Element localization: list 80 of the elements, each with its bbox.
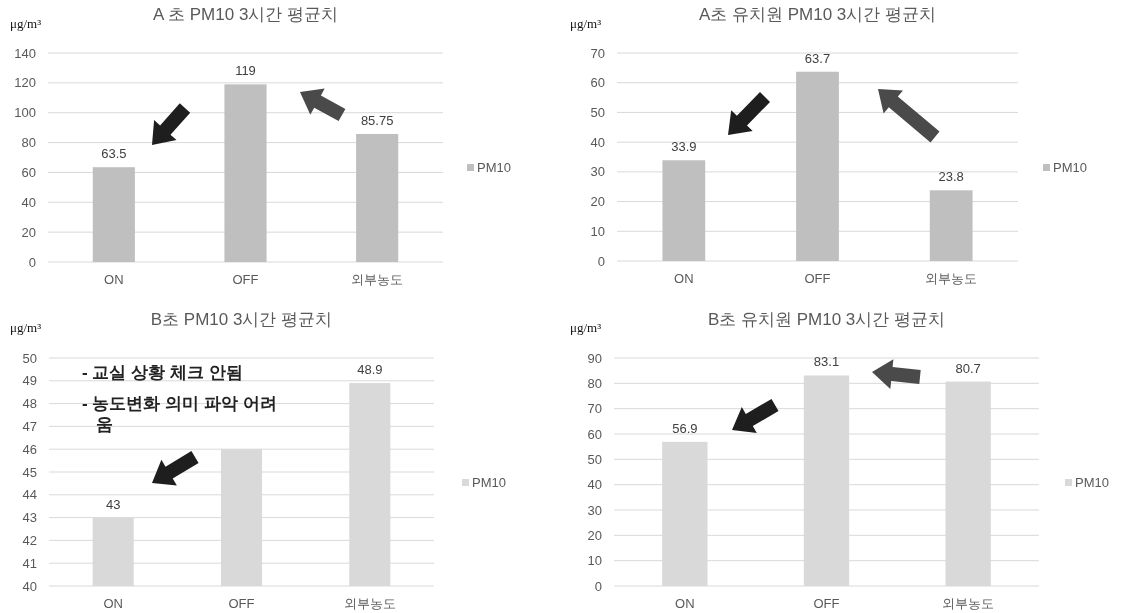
y-tick-label: 20 [590, 194, 605, 210]
y-tick-label: 0 [28, 254, 36, 270]
y-tick-label: 60 [587, 426, 602, 442]
y-tick-label: 40 [21, 194, 36, 210]
y-tick-label: 40 [22, 578, 37, 594]
data-label: 83.1 [813, 354, 840, 370]
y-tick-label: 30 [590, 164, 605, 180]
y-tick-label: 46 [22, 441, 37, 457]
y-tick-label: 20 [21, 224, 36, 240]
y-tick-label: 42 [22, 532, 37, 548]
x-tick-label: OFF [804, 271, 831, 286]
data-label: 80.7 [955, 360, 981, 376]
x-tick-label: ON [103, 596, 123, 611]
y-tick-label: 0 [594, 578, 602, 594]
data-label: 48.9 [357, 362, 383, 378]
bar [356, 133, 399, 262]
y-tick-label: 20 [587, 527, 602, 543]
chart-title: A 초 PM10 3시간 평균치 [152, 5, 339, 24]
y-tick-label: 49 [22, 373, 37, 389]
y-tick-label: 44 [22, 487, 37, 503]
data-label: 63.5 [101, 146, 127, 162]
y-tick-label: 60 [590, 75, 605, 91]
x-tick-label: 외부농도 [925, 271, 978, 286]
x-tick-label: OFF [813, 596, 840, 611]
legend-label: PM10 [1053, 160, 1087, 175]
x-tick-label: 외부농도 [351, 272, 404, 287]
y-tick-label: 70 [587, 401, 602, 417]
y-axis-title: μg/m³ [10, 320, 42, 335]
y-tick-label: 0 [597, 253, 605, 269]
bar [92, 167, 135, 262]
y-tick-label: 30 [587, 502, 602, 518]
x-tick-label: ON [104, 272, 124, 287]
y-tick-label: 50 [587, 451, 602, 467]
y-tick-label: 80 [21, 135, 36, 151]
y-tick-label: 140 [14, 45, 36, 61]
bar [796, 71, 839, 261]
data-label: 85.75 [360, 112, 394, 128]
y-tick-label: 70 [590, 45, 605, 61]
y-tick-label: 10 [587, 553, 602, 569]
x-tick-label: ON [675, 596, 695, 611]
bar [224, 84, 267, 262]
y-tick-label: 48 [22, 396, 37, 412]
y-tick-label: 80 [587, 375, 602, 391]
annotation: - 교실 상황 체크 안됨 [82, 362, 244, 383]
y-tick-label: 10 [590, 223, 605, 239]
y-tick-label: 45 [22, 464, 37, 480]
chart-title: B초 PM10 3시간 평균치 [150, 310, 333, 329]
data-label: 56.9 [672, 420, 698, 436]
data-label: 23.8 [938, 169, 964, 185]
annotation: - 농도변화 의미 파악 어려움 [82, 393, 278, 435]
y-tick-label: 50 [22, 350, 37, 366]
y-tick-label: 40 [587, 477, 602, 493]
y-tick-label: 60 [21, 164, 36, 180]
y-tick-label: 100 [14, 105, 36, 121]
data-label: 43 [105, 496, 121, 512]
data-label: 33.9 [671, 139, 697, 155]
y-axis-title: μg/m³ [570, 320, 602, 335]
x-tick-label: ON [674, 271, 694, 286]
chart-title: A초 유치원 PM10 3시간 평균치 [698, 5, 937, 24]
bar [662, 160, 706, 261]
legend-label: PM10 [477, 160, 511, 175]
y-tick-label: 40 [590, 134, 605, 150]
bar [929, 190, 973, 261]
data-label: 119 [235, 63, 256, 79]
chart-title: B초 유치원 PM10 3시간 평균치 [707, 310, 946, 329]
x-tick-label: 외부농도 [343, 596, 396, 611]
y-axis-title: μg/m³ [570, 16, 602, 31]
y-tick-label: 120 [14, 75, 36, 91]
legend-label: PM10 [472, 475, 506, 490]
y-tick-label: 47 [22, 418, 37, 434]
y-tick-label: 43 [22, 510, 37, 526]
x-tick-label: 외부농도 [942, 596, 995, 611]
x-tick-label: OFF [228, 596, 255, 611]
y-tick-label: 50 [590, 104, 605, 120]
x-tick-label: OFF [232, 272, 259, 287]
data-label: 63.7 [804, 50, 831, 66]
y-axis-title: μg/m³ [10, 16, 42, 31]
y-tick-label: 90 [587, 350, 602, 366]
y-tick-label: 41 [22, 555, 37, 571]
legend-label: PM10 [1075, 475, 1109, 490]
